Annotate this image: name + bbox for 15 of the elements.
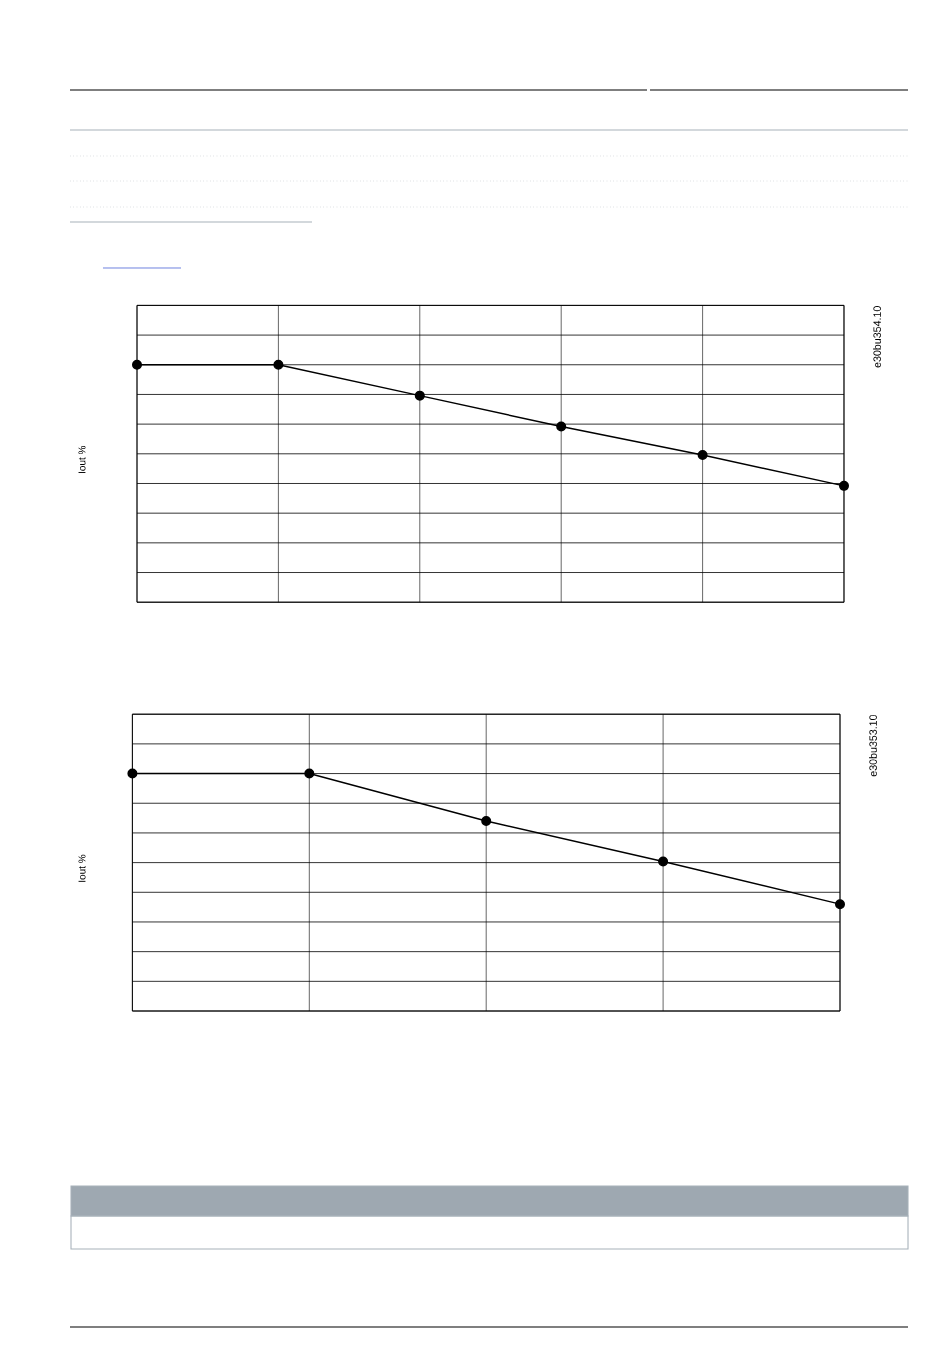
point: [127, 768, 138, 779]
point: [481, 816, 492, 827]
point: [838, 480, 850, 491]
point: [556, 421, 567, 432]
y-axis-title: Iout %: [78, 445, 86, 473]
text: e30bu354.10: [873, 306, 881, 368]
point: [414, 390, 425, 401]
text: e30bu353.10: [869, 714, 877, 777]
point: [834, 899, 846, 910]
point: [132, 359, 143, 370]
point: [273, 359, 284, 370]
point: [697, 449, 708, 460]
point: [304, 768, 315, 779]
y-axis-title: Iout %: [78, 854, 86, 882]
point: [658, 856, 669, 867]
